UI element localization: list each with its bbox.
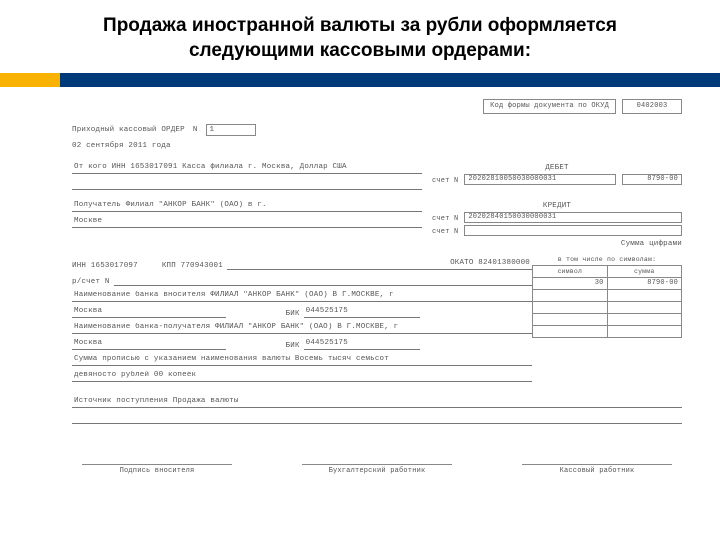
sig-accountant: Бухгалтерский работник (302, 464, 452, 475)
bank2-city: Москва (72, 339, 226, 350)
bank1-line: Наименование банка вносителя ФИЛИАЛ "АНК… (72, 291, 532, 302)
kpp-label: КПП 770943001 (162, 262, 227, 270)
recipient-line: Получатель Филиал "АНКОР БАНК" (ОАО) в г… (72, 201, 422, 212)
r5a (532, 326, 608, 338)
acct-n-label3: счет N (432, 228, 458, 236)
bik2: 044525175 (304, 339, 420, 350)
r3b (608, 302, 683, 314)
sum-words-line: Сумма прописью с указанием наименования … (72, 355, 532, 366)
from-line: От кого ИНН 1653017091 Касса филиала г. … (72, 163, 422, 174)
bank2-line: Наименование банка-получателя ФИЛИАЛ "АН… (72, 323, 532, 334)
r3a (532, 302, 608, 314)
form-document: Код формы документа по ОКУД 0402003 Прих… (0, 93, 720, 474)
page-title: Продажа иностранной валюты за рубли офор… (0, 0, 720, 73)
r5b (608, 326, 683, 338)
order-n: N (193, 126, 198, 134)
r2b (608, 290, 683, 302)
rs-line (114, 275, 532, 286)
okud-code-box: 0402003 (622, 99, 682, 113)
sum-val: 8790-00 (608, 278, 683, 290)
bik1: 044525175 (304, 307, 420, 318)
source-line2 (72, 413, 682, 424)
bik-label1: БИК (286, 310, 304, 318)
sum-words-line2: девяносто рублей 00 копеек (72, 371, 532, 382)
sig-depositor: Подпись вносителя (82, 464, 232, 475)
inn-label: ИНН 1653017097 (72, 262, 142, 270)
order-label: Приходный кассовый ОРДЕР (72, 126, 185, 134)
accent-bar (0, 73, 720, 87)
r4a (532, 314, 608, 326)
acct-n-label2: счет N (432, 215, 458, 223)
okato-line: ОКАТО 82401380000 (227, 259, 532, 270)
okud-label-box: Код формы документа по ОКУД (483, 99, 616, 113)
recipient-city: Москве (72, 217, 422, 228)
credit-label: КРЕДИТ (432, 202, 682, 210)
debit-label: ДЕБЕТ (432, 164, 682, 172)
source-line: Источник поступления Продажа валюты (72, 397, 682, 408)
incl-label: в том числе по символам: (532, 256, 682, 263)
accent-yellow (0, 73, 60, 87)
order-date: 02 сентября 2011 года (72, 142, 682, 150)
symbol-hdr: символ (532, 265, 608, 278)
bank1-city: Москва (72, 307, 226, 318)
acct2: 20202840150030000031 (464, 212, 682, 223)
rs-label: р/счет N (72, 278, 114, 286)
sum-hdr: сумма (608, 265, 683, 278)
bik-label2: БИК (286, 342, 304, 350)
r4b (608, 314, 683, 326)
amt1: 8790-00 (622, 174, 682, 185)
sig-cashier: Кассовый работник (522, 464, 672, 475)
from-line2 (72, 179, 422, 190)
sum-digits-label: Сумма цифрами (432, 240, 682, 248)
order-number: 1 (206, 124, 256, 136)
acct3 (464, 225, 682, 236)
acct-n-label: счет N (432, 177, 458, 185)
accent-blue (60, 73, 720, 87)
acct1: 20202810050030000031 (464, 174, 616, 185)
r2a (532, 290, 608, 302)
sym-val: 30 (532, 278, 608, 290)
